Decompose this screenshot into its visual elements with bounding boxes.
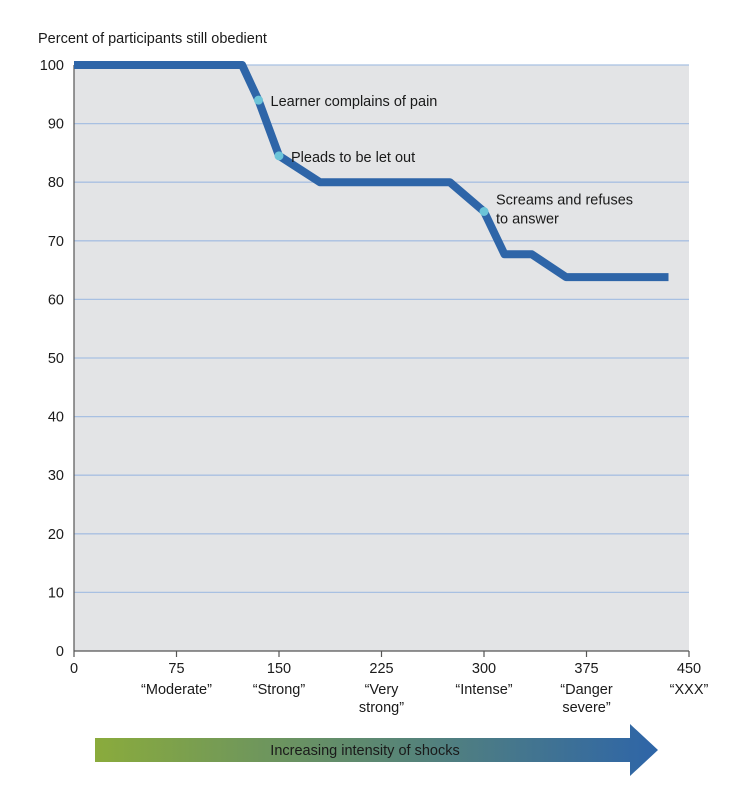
intensity-arrow: Increasing intensity of shocks [95, 724, 658, 776]
x-tick-label: 225 [369, 661, 393, 677]
series [74, 61, 669, 282]
y-tick-label: 100 [40, 58, 64, 74]
annotation-label: Screams and refuses [496, 193, 633, 209]
y-tick-label: 60 [48, 292, 64, 308]
intensity-arrow-shape [95, 724, 658, 776]
annotation-label: to answer [496, 212, 559, 228]
annotation-label: Learner complains of pain [271, 94, 438, 110]
x-tick-label: 450 [677, 661, 701, 677]
x-tick-label: 150 [267, 661, 291, 677]
obedience-line [74, 61, 669, 282]
y-tick-label: 90 [48, 117, 64, 133]
y-tick-labels: 0 10 20 30 40 50 60 70 80 90 100 [40, 58, 64, 660]
intensity-arrow-label: Increasing intensity of shocks [270, 743, 459, 759]
x-tick-description: “Danger [560, 682, 613, 698]
y-tick-label: 0 [56, 644, 64, 660]
annotation-marker [274, 151, 284, 161]
y-tick-label: 80 [48, 175, 64, 191]
x-tick-description: strong” [359, 700, 404, 716]
annotation-marker [479, 207, 489, 216]
annotation-marker [254, 95, 263, 105]
annotations: Learner complains of pain Pleads to be le… [254, 94, 633, 228]
y-tick-label: 70 [48, 234, 64, 250]
x-tick-description: “Intense” [455, 682, 512, 698]
x-tick-labels: 0 75 “Moderate” 150 “Strong” 225 “Very strong” 3… [70, 661, 709, 716]
x-tick-description: severe” [562, 700, 611, 716]
x-tick-description: “XXX” [670, 682, 709, 698]
x-tick-description: “Moderate” [141, 682, 212, 698]
gridlines [74, 64, 689, 594]
y-axis-title: Percent of participants still obedient [38, 31, 267, 47]
x-tick-label: 75 [168, 661, 184, 677]
y-tick-label: 30 [48, 468, 64, 484]
annotation-label: Pleads to be let out [291, 150, 415, 166]
x-tick-label: 0 [70, 661, 78, 677]
x-tick-label: 300 [472, 661, 496, 677]
y-tick-label: 40 [48, 410, 64, 426]
y-tick-label: 10 [48, 585, 64, 601]
x-tick-description: “Very [365, 682, 400, 698]
x-tick-description: “Strong” [253, 682, 306, 698]
y-tick-label: 50 [48, 351, 64, 367]
y-tick-label: 20 [48, 527, 64, 543]
x-tick-label: 375 [574, 661, 598, 677]
axes [73, 65, 690, 657]
